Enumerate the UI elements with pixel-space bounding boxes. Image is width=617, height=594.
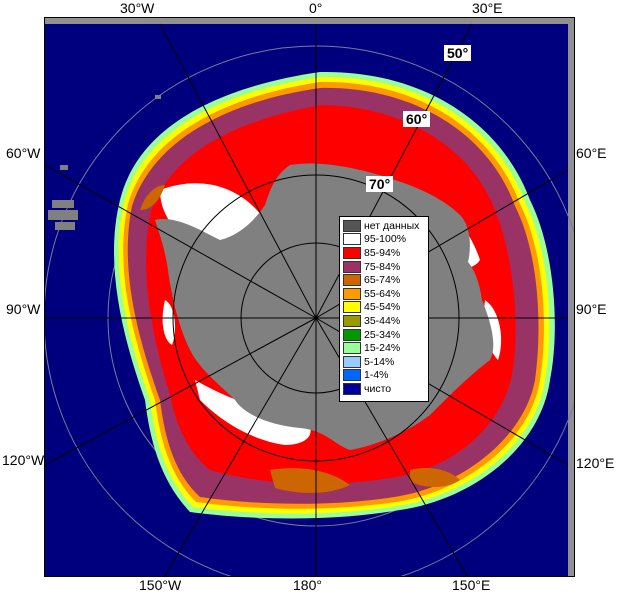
legend-label: 65-74% [364,274,401,287]
legend-swatch [343,314,361,327]
legend-label: 5-14% [364,355,395,368]
lon-label-180: 180° [293,577,322,593]
legend-item: 5-14% [343,355,425,369]
legend-item: чисто [343,382,425,396]
concentration-legend: нет данных 95-100% 85-94% 75-84% 65-74% 55-64… [339,216,429,402]
lon-label-60e: 60°E [576,145,607,161]
lon-label-150w: 150°W [139,577,182,593]
legend-label: нет данных [364,219,420,232]
lon-label-120e: 120°E [576,455,615,471]
legend-item: 95-100% [343,233,425,247]
lon-label-0: 0° [309,0,323,16]
legend-item: 25-34% [343,328,425,342]
lon-label-30w: 30°W [120,0,155,16]
legend-swatch [343,274,361,287]
legend-item: 45-54% [343,301,425,315]
legend-label: 35-44% [364,314,401,327]
polar-map-canvas [43,18,589,591]
legend-swatch [343,342,361,355]
legend-item: нет данных [343,219,425,233]
legend-swatch [343,219,361,232]
legend-item: 1-4% [343,369,425,383]
legend-item: 35-44% [343,314,425,328]
lon-label-150e: 150°E [452,577,491,593]
legend-swatch [343,382,361,395]
lon-label-30e: 30°E [472,0,503,16]
legend-item: 75-84% [343,260,425,274]
legend-item: 15-24% [343,341,425,355]
lat-label-60: 60° [403,111,431,127]
lat-label-70: 70° [366,176,394,192]
legend-label: 25-34% [364,328,401,341]
legend-label: 1-4% [364,369,389,382]
legend-swatch [343,246,361,259]
sea-ice-map [43,17,589,591]
legend-label: 75-84% [364,260,401,273]
frame-strip-top [45,18,574,24]
legend-label: 45-54% [364,301,401,314]
frame-strip-right [568,18,574,576]
islands [48,95,161,230]
legend-swatch [343,287,361,300]
legend-label: 55-64% [364,287,401,300]
legend-item: 55-64% [343,287,425,301]
legend-swatch [343,233,361,246]
legend-label: 85-94% [364,246,401,259]
lat-label-50: 50° [444,45,472,61]
lon-label-120w: 120°W [2,452,45,468]
legend-label: 95-100% [364,233,407,246]
legend-swatch [343,369,361,382]
lon-label-60w: 60°W [6,145,41,161]
legend-swatch [343,260,361,273]
legend-item: 85-94% [343,246,425,260]
legend-item: 65-74% [343,273,425,287]
lon-label-90w: 90°W [6,301,41,317]
legend-swatch [343,301,361,314]
legend-swatch [343,328,361,341]
legend-label: чисто [364,382,392,395]
legend-label: 15-24% [364,342,401,355]
legend-swatch [343,355,361,368]
lon-label-90e: 90°E [576,301,607,317]
